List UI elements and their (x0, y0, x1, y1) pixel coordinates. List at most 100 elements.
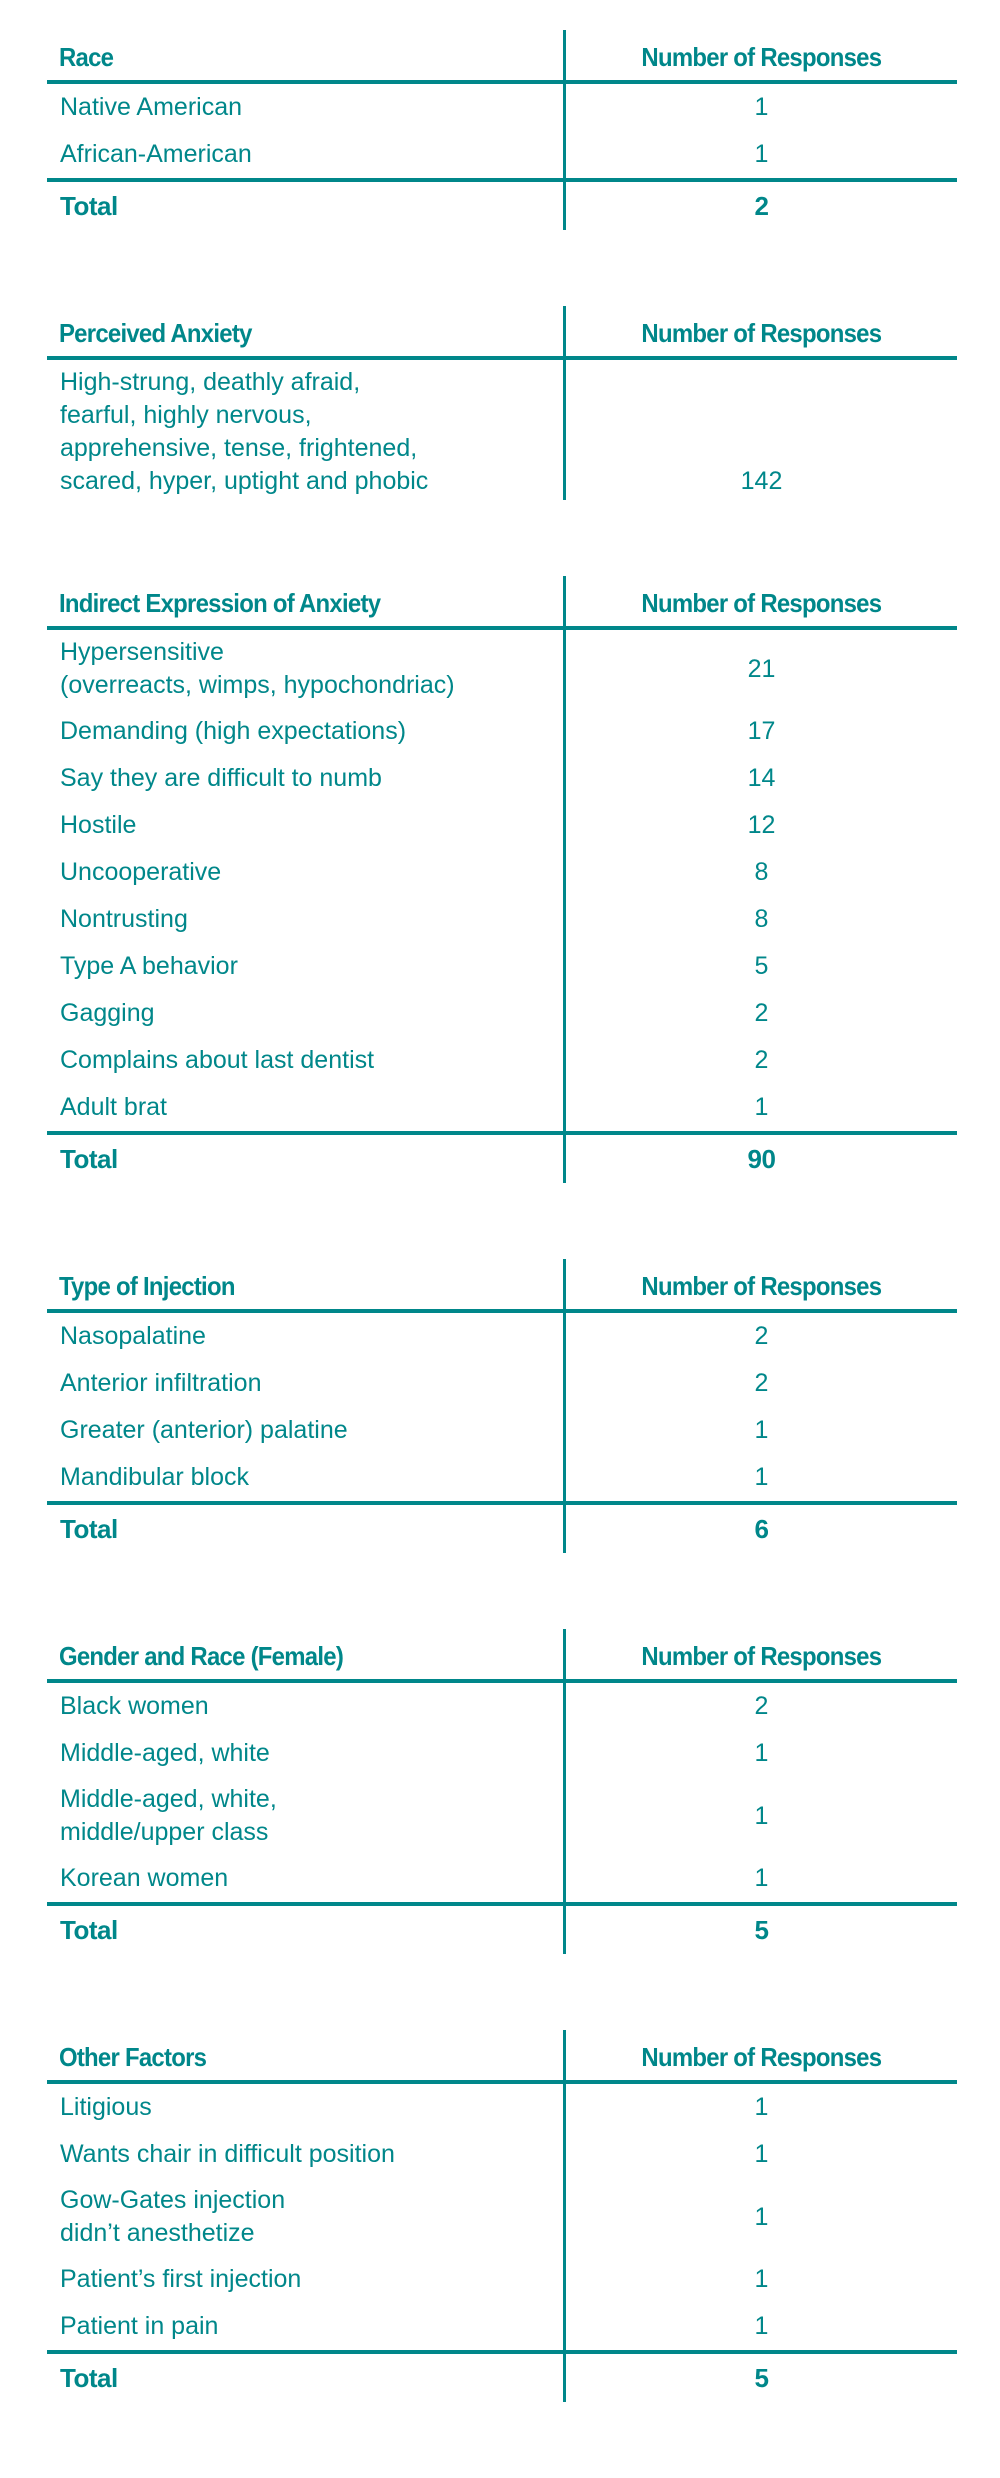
row-value: 12 (747, 811, 776, 839)
row-label-line: Gow-Gates injection (60, 2186, 286, 2214)
total-row: Total 90 (47, 1131, 957, 1183)
row-value: 17 (747, 717, 776, 745)
column-header: Number of Responses (641, 42, 882, 72)
total-row: Total 2 (47, 178, 957, 230)
row-label-line: Say they are difficult to numb (60, 764, 382, 792)
row-value: 2 (754, 1692, 769, 1720)
row-label-line: Uncooperative (60, 858, 222, 886)
row-label-line: Middle-aged, white (60, 1739, 270, 1767)
table-row: Anterior infiltration 2 (47, 1360, 957, 1407)
row-label-line: middle/upper class (60, 1818, 269, 1846)
row-label: Korean women (47, 1862, 563, 1895)
data-table: Type of Injection Number of Responses Naso… (47, 1259, 957, 1553)
table-row: Gow-Gates injection didn’t anesthetize 1 (47, 2178, 957, 2256)
row-value: 21 (747, 654, 776, 683)
data-table: Gender and Race (Female) Number of Respon… (47, 1629, 957, 1954)
row-label-line: didn’t anesthetize (60, 2219, 255, 2247)
table-row: Korean women 1 (47, 1855, 957, 1902)
table-row: Say they are difficult to numb 14 (47, 755, 957, 802)
row-label-line: Patient in pain (60, 2312, 219, 2340)
row-label: Greater (anterior) palatine (47, 1414, 563, 1447)
table-row: Complains about last dentist 2 (47, 1037, 957, 1084)
row-value: 1 (754, 1739, 769, 1767)
row-label-line: High-strung, deathly afraid, (60, 368, 361, 396)
row-label-line: Demanding (high expectations) (60, 717, 407, 745)
table-row: Middle-aged, white 1 (47, 1730, 957, 1777)
row-label-line: Hostile (60, 811, 137, 839)
table-row: Patient’s first injection 1 (47, 2256, 957, 2303)
row-value: 1 (754, 1463, 769, 1491)
row-label-line: Gagging (60, 999, 155, 1027)
row-label-line: Nasopalatine (60, 1322, 206, 1350)
row-label: Middle-aged, white, middle/upper class (47, 1783, 563, 1849)
total-value: 90 (747, 1143, 776, 1174)
row-value: 14 (747, 764, 776, 792)
table-row: Greater (anterior) palatine 1 (47, 1407, 957, 1454)
row-label: High-strung, deathly afraid, fearful, hig… (47, 366, 563, 498)
table-row: Gagging 2 (47, 990, 957, 1037)
row-value: 1 (754, 2312, 769, 2340)
table-row: African-American 1 (47, 131, 957, 178)
total-label: Total (60, 1914, 118, 1945)
row-value: 1 (754, 1864, 769, 1892)
table-row: Nontrusting 8 (47, 896, 957, 943)
row-value: 1 (754, 2140, 769, 2168)
row-label: Adult brat (47, 1091, 563, 1124)
table-title: Type of Injection (58, 1271, 235, 1301)
table-title: Perceived Anxiety (58, 318, 252, 348)
total-value: 5 (754, 1914, 769, 1945)
table-title: Indirect Expression of Anxiety (58, 588, 381, 618)
row-label: Mandibular block (47, 1461, 563, 1494)
table-title: Other Factors (58, 2042, 207, 2072)
row-label: Hostile (47, 809, 563, 842)
row-label: Hypersensitive (overreacts, wimps, hypoch… (47, 636, 563, 702)
row-value: 1 (754, 2093, 769, 2121)
table-header-row: Type of Injection Number of Responses (47, 1259, 957, 1313)
row-label: Patient in pain (47, 2310, 563, 2343)
total-value: 5 (754, 2362, 769, 2393)
row-label-line: Complains about last dentist (60, 1046, 375, 1074)
row-label: African-American (47, 138, 563, 171)
row-label: Type A behavior (47, 950, 563, 983)
row-value: 1 (754, 140, 769, 168)
total-label: Total (60, 2362, 118, 2393)
data-table: Race Number of Responses Native American 1 A… (47, 30, 957, 230)
row-label: Gow-Gates injection didn’t anesthetize (47, 2184, 563, 2250)
row-value: 2 (754, 1369, 769, 1397)
row-label: Litigious (47, 2091, 563, 2124)
row-value: 1 (754, 2202, 769, 2231)
row-label: Anterior infiltration (47, 1367, 563, 1400)
table-header-row: Perceived Anxiety Number of Responses (47, 306, 957, 360)
table-row: Mandibular block 1 (47, 1454, 957, 1501)
total-row: Total 5 (47, 1902, 957, 1954)
row-value: 142 (740, 467, 783, 495)
table-row: Black women 2 (47, 1683, 957, 1730)
row-label-line: Patient’s first injection (60, 2265, 302, 2293)
row-label-line: Mandibular block (60, 1463, 249, 1491)
row-label-line: Korean women (60, 1864, 229, 1892)
row-label-line: Hypersensitive (60, 638, 224, 666)
table-header-row: Gender and Race (Female) Number of Respon… (47, 1629, 957, 1683)
row-label-line: scared, hyper, uptight and phobic (60, 467, 429, 495)
table-row: Nasopalatine 2 (47, 1313, 957, 1360)
row-label-line: Type A behavior (60, 952, 238, 980)
total-row: Total 5 (47, 2350, 957, 2402)
row-label: Native American (47, 91, 563, 124)
row-value: 1 (754, 1416, 769, 1444)
total-row: Total 6 (47, 1501, 957, 1553)
table-title: Race (58, 42, 114, 72)
row-label-line: Middle-aged, white, (60, 1785, 277, 1813)
total-label: Total (60, 1513, 118, 1544)
row-label: Nontrusting (47, 903, 563, 936)
row-value: 2 (754, 1322, 769, 1350)
column-header: Number of Responses (641, 1641, 882, 1671)
table-row: Demanding (high expectations) 17 (47, 708, 957, 755)
table-header-row: Indirect Expression of Anxiety Number of … (47, 576, 957, 630)
column-header: Number of Responses (641, 1271, 882, 1301)
table-row: Type A behavior 5 (47, 943, 957, 990)
row-label: Black women (47, 1690, 563, 1723)
total-label: Total (60, 1143, 118, 1174)
table-row: Wants chair in difficult position 1 (47, 2131, 957, 2178)
table-row: High-strung, deathly afraid, fearful, hig… (47, 360, 957, 500)
row-label-line: Native American (60, 93, 243, 121)
